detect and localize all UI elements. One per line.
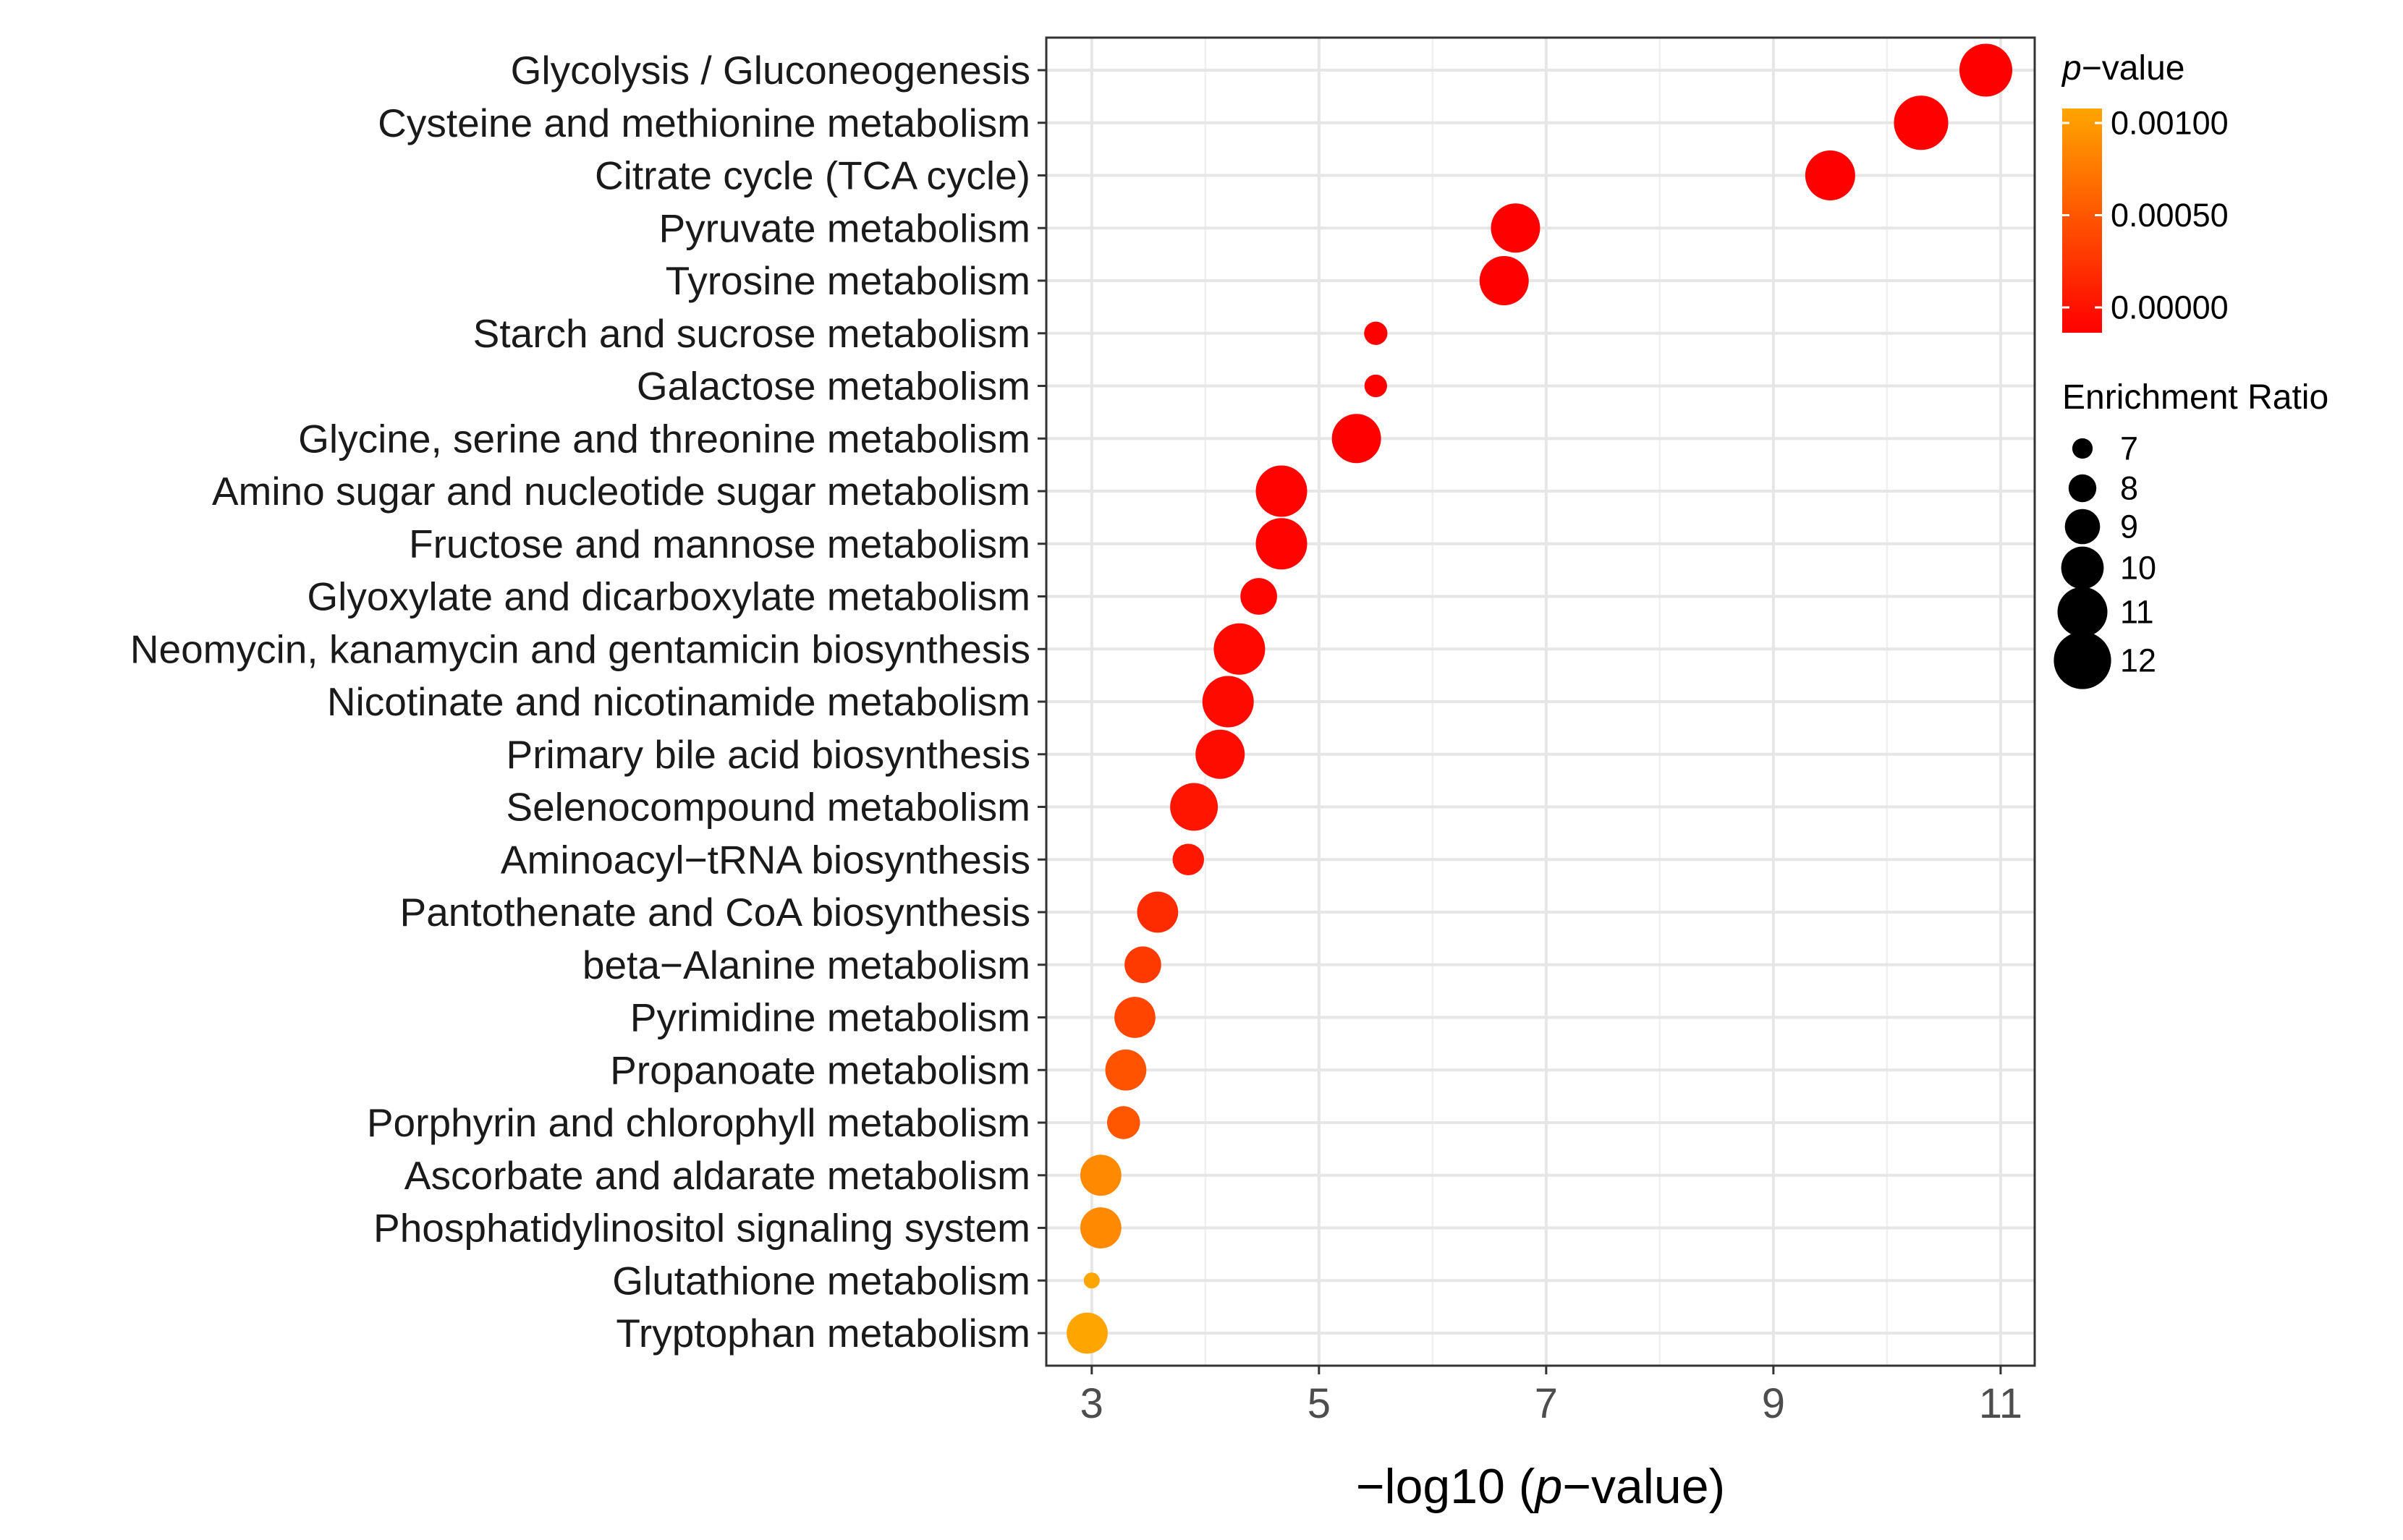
points-layer	[1067, 43, 2013, 1354]
data-point	[1172, 843, 1205, 875]
x-tick-label: 5	[1308, 1380, 1331, 1427]
data-point	[1255, 465, 1308, 517]
data-point	[1240, 578, 1277, 615]
y-tick-label: Tryptophan metabolism	[616, 1311, 1030, 1356]
data-point	[1114, 997, 1156, 1038]
y-tick-label: Propanoate metabolism	[610, 1047, 1030, 1092]
x-axis-title: −log10 (p−value)	[1356, 1459, 1725, 1514]
data-point	[1080, 1154, 1122, 1196]
data-point	[1213, 623, 1266, 675]
color-legend-label: 0.00100	[2111, 105, 2229, 142]
y-tick-label: Cysteine and methionine metabolism	[378, 101, 1030, 145]
data-point	[1805, 150, 1855, 200]
y-tick-label: Primary bile acid biosynthesis	[507, 732, 1030, 777]
size-legend-label: 8	[2120, 470, 2138, 507]
data-point	[1106, 1106, 1140, 1139]
data-point	[1067, 1312, 1108, 1354]
y-tick-label: Phosphatidylinositol signaling system	[373, 1206, 1030, 1251]
data-point	[1255, 518, 1308, 570]
y-tick-label: Citrate cycle (TCA cycle)	[595, 153, 1030, 198]
size-legend-label: 7	[2120, 430, 2138, 467]
legend-layer: p−value 0.00100 0.00050 0.00000 Enrichment R…	[2054, 49, 2328, 689]
y-tick-label: Fructose and mannose metabolism	[409, 522, 1030, 566]
grid-layer	[1046, 38, 2035, 1366]
y-tick-label: Aminoacyl−tRNA biosynthesis	[501, 837, 1030, 882]
size-legend-label: 9	[2120, 509, 2138, 545]
data-point	[1105, 1049, 1147, 1091]
x-tick-label: 7	[1535, 1380, 1558, 1427]
x-tick-label: 9	[1762, 1380, 1785, 1427]
y-tick-label: Galactose metabolism	[637, 364, 1030, 409]
data-point	[1491, 203, 1540, 253]
color-legend-label: 0.00000	[2111, 289, 2229, 326]
color-legend-title: p−value	[2061, 49, 2184, 88]
size-legend-dot	[2054, 631, 2111, 689]
y-tick-label: Porphyrin and chlorophyll metabolism	[367, 1100, 1030, 1145]
size-legend-dot	[2068, 474, 2097, 503]
y-tick-label: Pantothenate and CoA biosynthesis	[400, 890, 1030, 935]
y-labels-layer: Glycolysis / Gluconeogenesis Cysteine and…	[130, 48, 1046, 1356]
size-legend-dot	[2061, 546, 2104, 590]
size-legend-label: 10	[2120, 550, 2156, 587]
y-tick-label: Ascorbate and aldarate metabolism	[404, 1153, 1030, 1198]
data-point	[1202, 676, 1254, 728]
data-point	[1959, 43, 2013, 97]
y-tick-label: Glyoxylate and dicarboxylate metabolism	[307, 574, 1030, 619]
data-point	[1137, 891, 1179, 933]
color-legend-label: 0.00050	[2111, 197, 2229, 234]
y-tick-label: Selenocompound metabolism	[506, 785, 1030, 830]
y-tick-label: Glycolysis / Gluconeogenesis	[511, 48, 1030, 93]
y-tick-label: Glycine, serine and threonine metabolism	[298, 416, 1030, 461]
data-point	[1479, 256, 1529, 305]
data-point	[1364, 374, 1387, 398]
size-legend-title: Enrichment Ratio	[2062, 378, 2328, 417]
x-labels-layer: 3 5 7 9 11 −log10 (p−value)	[1080, 1366, 2022, 1514]
y-tick-label: Starch and sucrose metabolism	[473, 311, 1030, 356]
y-tick-label: Pyruvate metabolism	[658, 205, 1030, 250]
size-legend-dot	[2064, 509, 2101, 545]
y-tick-label: Neomycin, kanamycin and gentamicin biosy…	[130, 626, 1030, 671]
y-tick-label: Tyrosine metabolism	[666, 258, 1030, 303]
x-tick-label: 11	[1979, 1380, 2022, 1427]
data-point	[1364, 321, 1388, 345]
color-bar	[2062, 109, 2102, 333]
y-tick-label: Nicotinate and nicotinamide metabolism	[327, 679, 1030, 724]
y-tick-label: Glutathione metabolism	[612, 1258, 1030, 1303]
y-tick-label: Pyrimidine metabolism	[630, 995, 1030, 1040]
data-point	[1124, 946, 1161, 984]
data-point	[1170, 783, 1219, 831]
data-point	[1331, 414, 1381, 464]
y-tick-label: Amino sugar and nucleotide sugar metabol…	[212, 469, 1030, 514]
y-tick-label: beta−Alanine metabolism	[582, 943, 1030, 987]
size-legend-dot	[2057, 587, 2108, 637]
size-legend-dot	[2072, 438, 2093, 459]
data-point	[1080, 1207, 1122, 1248]
size-legend-label: 12	[2120, 642, 2156, 679]
size-legend-label: 11	[2120, 594, 2154, 631]
x-tick-label: 3	[1080, 1380, 1103, 1427]
data-point	[1083, 1272, 1100, 1289]
data-point	[1195, 729, 1245, 779]
data-point	[1894, 95, 1949, 150]
